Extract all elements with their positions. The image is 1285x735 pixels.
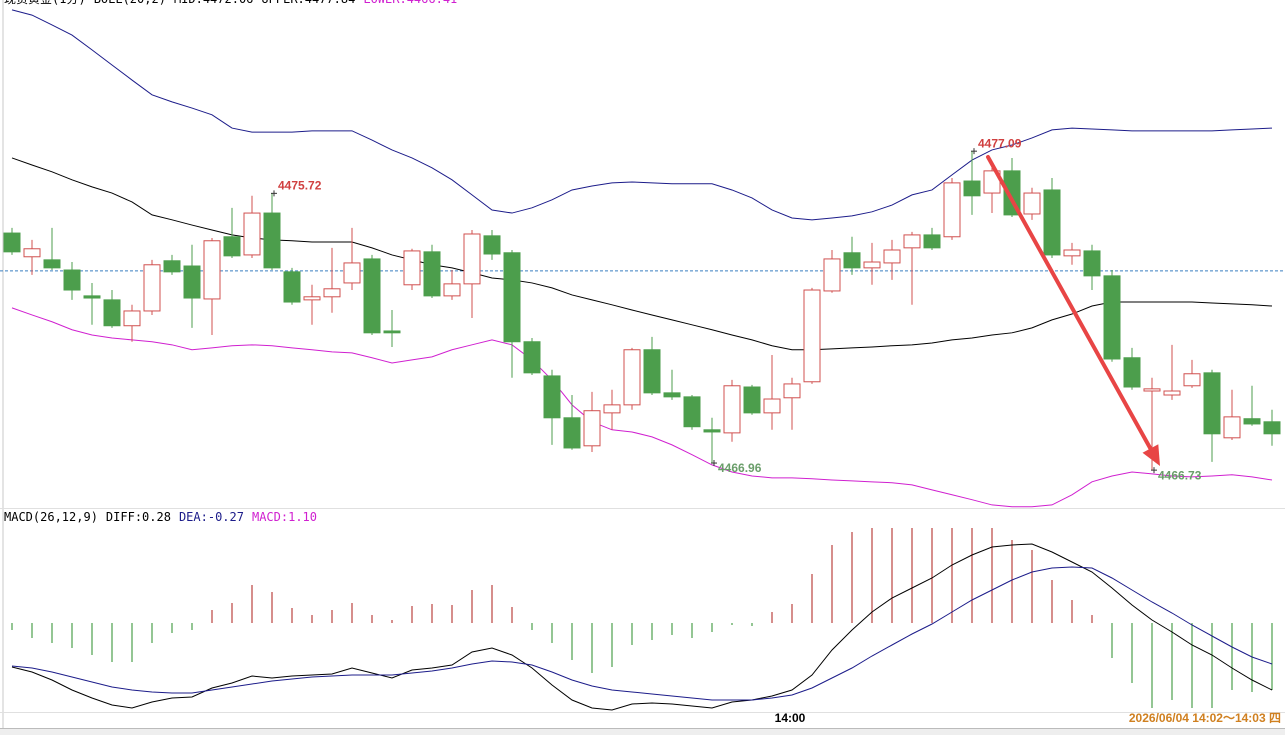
candle-body	[923, 234, 941, 249]
candle-body	[943, 182, 961, 238]
candle-body	[403, 250, 421, 286]
candle-body	[783, 383, 801, 399]
candle-body	[143, 264, 161, 312]
candle-body	[963, 180, 981, 197]
candle-body	[443, 283, 461, 297]
candle-body	[1203, 372, 1221, 435]
candle-body	[1123, 357, 1141, 388]
trend-arrow	[986, 155, 1160, 466]
candle-body	[243, 212, 261, 256]
candle-body	[323, 288, 341, 298]
candle-body	[1143, 388, 1161, 392]
extreme-label: 4466.96	[718, 461, 762, 475]
candle-body	[363, 258, 381, 334]
candle-body	[1103, 275, 1121, 360]
candle-body	[623, 349, 641, 406]
candle-body	[283, 271, 301, 303]
candle-body	[683, 396, 701, 428]
header-item: MACD(26,12,9)	[4, 510, 98, 524]
candle-body	[1083, 250, 1101, 277]
header-item: 现货黄金(1分)	[4, 0, 86, 6]
candle-body	[803, 289, 821, 383]
macd-header: MACD(26,12,9) DIFF:0.28 DEA:-0.27 MACD:1.10	[4, 510, 317, 524]
candle-body	[223, 236, 241, 257]
candle-body	[1063, 249, 1081, 257]
candle-body	[763, 398, 781, 414]
candle-body	[183, 265, 201, 299]
candle-body	[643, 349, 661, 394]
candle-body	[523, 341, 541, 374]
status-timestamp: 2026/06/04 14:02～14:03 四	[1129, 711, 1281, 725]
candle-body	[603, 404, 621, 414]
candle-body	[463, 233, 481, 285]
arrow-head	[1142, 444, 1160, 466]
header-item: DIFF:0.28	[106, 510, 171, 524]
candle-body	[883, 249, 901, 264]
candle-body	[263, 212, 281, 269]
header-item: BOLL(20,2)	[94, 0, 166, 6]
price-header: 现货黄金(1分) BOLL(20,2) MID:4472.06 UPPER:4477.…	[4, 0, 457, 6]
candle-body	[503, 252, 521, 343]
candle-body	[1023, 192, 1041, 215]
band-line	[11, 9, 1273, 221]
header-item: LOWER:4466.41	[363, 0, 457, 6]
candle-body	[103, 299, 121, 327]
bottom-tab-strip	[0, 728, 1285, 735]
band-line	[11, 157, 1273, 351]
extreme-label: 4466.73	[1158, 468, 1202, 482]
candle-body	[303, 296, 321, 301]
extreme-label: 4477.09	[978, 136, 1022, 150]
candle-body	[843, 252, 861, 269]
header-item: UPPER:4477.84	[261, 0, 355, 6]
candle-body	[423, 251, 441, 297]
candle-body	[1223, 416, 1241, 439]
candle-body	[23, 248, 41, 258]
candle-body	[483, 235, 501, 255]
candle-body	[903, 234, 921, 249]
candle-body	[563, 417, 581, 449]
candle-body	[743, 386, 761, 414]
candle-body	[343, 262, 361, 284]
candle-body	[583, 410, 601, 447]
candle-body	[663, 392, 681, 398]
candle-body	[1183, 373, 1201, 387]
candle-body	[1163, 390, 1181, 396]
macd-line	[11, 566, 1273, 701]
candle-body	[703, 429, 721, 433]
header-item: MACD:1.10	[252, 510, 317, 524]
header-item: DEA:-0.27	[179, 510, 244, 524]
candle-body	[1043, 189, 1061, 256]
candle-body	[43, 259, 61, 269]
candle-body	[163, 260, 181, 273]
plot-layer: 4475.72 4477.09 4466.96 4466.73 14:00	[0, 9, 1285, 725]
candle-body	[123, 310, 141, 327]
candle-body	[543, 375, 561, 419]
candle-body	[823, 258, 841, 292]
candle-body	[83, 295, 101, 299]
band-line	[11, 307, 1273, 508]
candle-body	[63, 269, 81, 291]
header-item: MID:4472.06	[174, 0, 253, 6]
candle-body	[203, 240, 221, 300]
macd-line	[11, 543, 1273, 711]
candle-body	[863, 261, 881, 269]
candle-body	[1243, 418, 1261, 425]
candle-body	[383, 330, 401, 334]
candle-body	[1263, 421, 1281, 435]
extreme-label: 4475.72	[278, 179, 322, 193]
x-tick-label: 14:00	[775, 711, 806, 725]
candle-body	[3, 232, 21, 253]
arrow-shaft	[986, 155, 1153, 451]
candle-body	[723, 385, 741, 434]
